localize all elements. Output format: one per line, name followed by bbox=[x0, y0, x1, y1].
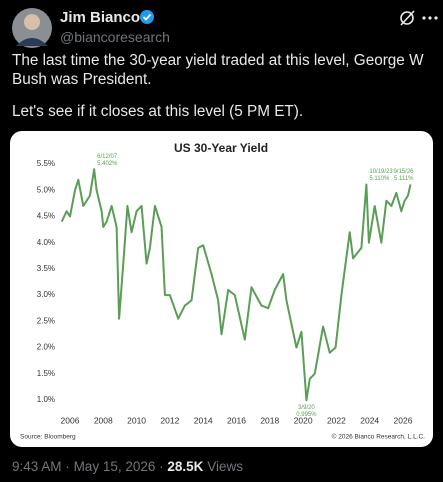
x-tick-label: 2020 bbox=[294, 415, 313, 425]
tweet-date[interactable]: May 15, 2026 bbox=[73, 459, 156, 474]
y-tick-label: 2.5% bbox=[37, 316, 55, 325]
annotation-label: 5.110% bbox=[369, 176, 390, 182]
x-tick-label: 2014 bbox=[194, 415, 213, 425]
tweet-text: The last time the 30-year yield traded a… bbox=[12, 52, 424, 88]
y-tick-label: 1.5% bbox=[37, 369, 55, 378]
x-tick-label: 2016 bbox=[227, 415, 246, 425]
grok-icon[interactable] bbox=[400, 10, 415, 26]
chart-title: US 30-Year Yield bbox=[174, 141, 268, 155]
author-handle[interactable]: @biancoresearch bbox=[60, 29, 170, 45]
separator: · bbox=[159, 459, 164, 474]
x-tick-label: 2010 bbox=[127, 415, 146, 425]
verified-check bbox=[142, 13, 152, 21]
y-tick-label: 5.5% bbox=[37, 159, 55, 168]
x-tick-label: 2024 bbox=[360, 415, 379, 425]
annotation-label: 5.402% bbox=[97, 161, 118, 167]
y-tick-label: 4.0% bbox=[37, 238, 55, 247]
annotation-label: 5.111% bbox=[394, 176, 414, 182]
tweet-meta: 9:43 AM · May 15, 2026 · 28.5K Views bbox=[12, 459, 243, 474]
more-icon[interactable] bbox=[422, 16, 438, 20]
annotation-date: 3/9/20 bbox=[298, 405, 315, 411]
y-tick-label: 2.0% bbox=[37, 343, 55, 352]
avatar-body bbox=[16, 38, 48, 46]
annotation-label: 0.995% bbox=[296, 412, 317, 418]
chart-card bbox=[10, 131, 433, 447]
y-tick-label: 4.5% bbox=[37, 212, 55, 221]
x-tick-label: 2012 bbox=[160, 415, 179, 425]
chart-copyright: © 2026 Bianco Research, L.L.C. bbox=[332, 433, 426, 441]
separator: · bbox=[65, 459, 70, 474]
annotation-date: 10/19/23 bbox=[369, 169, 393, 175]
chart-source: Source: Bloomberg bbox=[20, 434, 76, 441]
view-count: 28.5K bbox=[167, 459, 204, 474]
x-tick-label: 2018 bbox=[260, 415, 279, 425]
y-tick-label: 5.0% bbox=[37, 185, 55, 194]
x-tick-label: 2026 bbox=[394, 415, 413, 425]
x-tick-label: 2008 bbox=[94, 415, 113, 425]
annotation-date: 9/15/26 bbox=[393, 169, 414, 175]
y-tick-label: 3.0% bbox=[37, 290, 55, 299]
annotation-date: 6/12/07 bbox=[97, 154, 118, 160]
yield-line bbox=[60, 168, 412, 402]
avatar-face bbox=[24, 14, 40, 30]
tweet-text: Let's see if it closes at this level (5 … bbox=[12, 103, 304, 120]
y-tick-label: 1.0% bbox=[37, 395, 55, 404]
y-tick-label: 3.5% bbox=[37, 264, 55, 273]
tweet-time[interactable]: 9:43 AM bbox=[12, 459, 62, 474]
views-label: Views bbox=[207, 459, 243, 474]
author-name[interactable]: Jim Bianco bbox=[60, 9, 141, 26]
x-tick-label: 2006 bbox=[61, 415, 80, 425]
verified-badge bbox=[140, 10, 154, 24]
x-tick-label: 2022 bbox=[327, 415, 346, 425]
